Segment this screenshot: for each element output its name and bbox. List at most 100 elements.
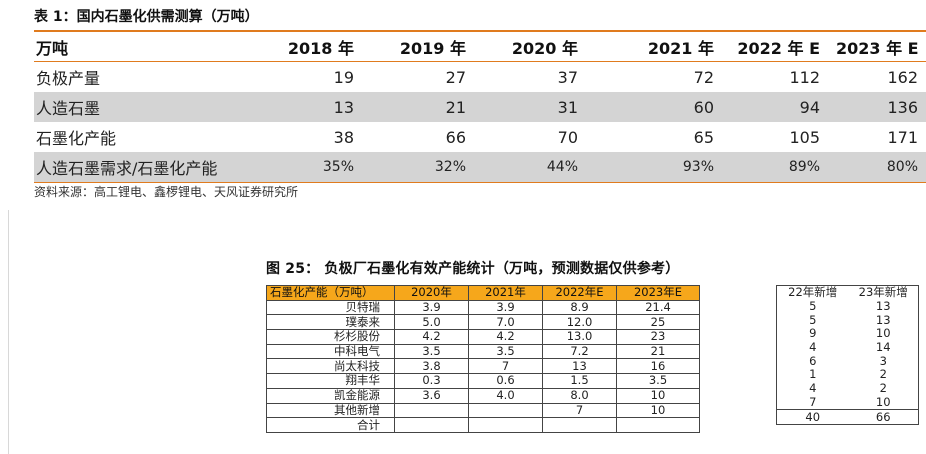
table-row: 中科电气 3.5 3.5 7.2 21 bbox=[266, 343, 700, 360]
source-note: 资料来源：高工锂电、鑫椤锂电、天风证券研究所 bbox=[34, 185, 299, 199]
company-name: 璞泰来 bbox=[266, 314, 395, 331]
table-cell: 25 bbox=[616, 314, 700, 331]
table-cell: 3.9 bbox=[468, 299, 543, 316]
table-row: 其他新增 7 10 bbox=[266, 402, 700, 419]
table-cell: 9 bbox=[809, 326, 817, 341]
table-cell bbox=[394, 417, 469, 433]
table-row: 负极产量 19 27 37 72 112 162 bbox=[34, 62, 926, 93]
table-cell: 66 bbox=[445, 127, 466, 147]
table1-caption: 表 1：国内石墨化供需测算（万吨） bbox=[34, 9, 259, 25]
table-row: 4 14 bbox=[777, 341, 919, 355]
company-name: 其他新增 bbox=[266, 402, 395, 419]
row-label: 石墨化产能 bbox=[36, 129, 117, 148]
table-cell: 1.5 bbox=[542, 373, 617, 389]
capacity-increment-table: 22年新增 23年新增 5 13 5 13 9 10 4 14 6 3 1 2 bbox=[776, 285, 919, 425]
table-cell: 70 bbox=[557, 127, 578, 147]
row-label: 人造石墨 bbox=[34, 92, 258, 122]
column-header: 2023 年 E bbox=[828, 30, 926, 62]
table-cell: 66 bbox=[848, 409, 919, 425]
table-cell: 32% bbox=[362, 152, 474, 183]
row-label: 负极产量 bbox=[36, 69, 101, 88]
table-cell: 80% bbox=[828, 152, 926, 183]
table-cell: 94 bbox=[722, 92, 828, 122]
table-cell: 12.0 bbox=[542, 314, 617, 331]
table-row: 人造石墨 13 21 31 60 94 136 bbox=[34, 92, 926, 122]
table-row: 人造石墨需求/石墨化产能 35% 32% 44% 93% 89% 80% bbox=[34, 152, 926, 183]
table-cell: 1 bbox=[809, 367, 817, 382]
row-label: 人造石墨需求/石墨化产能 bbox=[34, 152, 258, 183]
table-cell: 14 bbox=[875, 340, 891, 355]
table-cell: 3 bbox=[879, 353, 887, 368]
table-row: 5 13 bbox=[777, 300, 919, 314]
table-cell: 65 bbox=[693, 127, 714, 147]
table-row: 尚太科技 3.8 7 13 16 bbox=[266, 358, 700, 375]
figure25-caption: 图 25： 负极厂石墨化有效产能统计（万吨，预测数据仅供参考） bbox=[266, 261, 680, 277]
table-cell: 13.0 bbox=[542, 329, 617, 345]
table-row: 杉杉股份 4.2 4.2 13.0 23 bbox=[266, 329, 700, 345]
table-cell: 13 bbox=[258, 92, 362, 122]
table-cell: 112 bbox=[789, 67, 820, 87]
table-header-row: 万吨 2018 年 2019 年 2020 年 2021 年 2022 年 E … bbox=[34, 30, 926, 62]
table-header-row: 22年新增 23年新增 bbox=[777, 286, 919, 300]
table-cell: 4 bbox=[809, 381, 817, 396]
table-cell: 21 bbox=[362, 92, 474, 122]
table-row: 7 10 bbox=[777, 394, 919, 410]
table-cell: 3.5 bbox=[468, 343, 543, 360]
company-name: 杉杉股份 bbox=[266, 329, 395, 345]
table-cell: 89% bbox=[722, 152, 828, 183]
table-cell: 27 bbox=[445, 67, 466, 87]
table-cell: 10 bbox=[616, 402, 700, 419]
table-cell: 3.5 bbox=[616, 373, 700, 389]
table-cell: 8.0 bbox=[542, 387, 617, 404]
table-cell: 3.6 bbox=[394, 387, 469, 404]
company-name: 贝特瑞 bbox=[266, 299, 395, 316]
table-cell: 4 bbox=[809, 340, 817, 355]
page-margin-rule bbox=[8, 210, 9, 454]
table-cell: 0.3 bbox=[394, 373, 469, 389]
table-cell bbox=[542, 417, 617, 433]
table-cell: 5 bbox=[809, 312, 817, 327]
company-name: 翔丰华 bbox=[266, 373, 395, 389]
table-cell: 5 bbox=[809, 299, 817, 314]
table-row: 凯金能源 3.6 4.0 8.0 10 bbox=[266, 387, 700, 404]
table-row: 翔丰华 0.3 0.6 1.5 3.5 bbox=[266, 373, 700, 389]
column-header: 2022年E bbox=[542, 285, 617, 301]
table-cell bbox=[468, 402, 543, 419]
table-cell: 7 bbox=[542, 402, 617, 419]
table-cell: 171 bbox=[887, 127, 918, 147]
table-cell: 10 bbox=[875, 394, 891, 409]
table-cell: 7 bbox=[468, 358, 543, 375]
table-cell: 40 bbox=[776, 409, 849, 425]
column-header: 石墨化产能（万吨） bbox=[266, 285, 395, 301]
table-cell bbox=[394, 402, 469, 419]
table-cell: 136 bbox=[828, 92, 926, 122]
table-row: 1 2 bbox=[777, 368, 919, 382]
table-cell: 4.2 bbox=[394, 329, 469, 345]
table-cell: 21 bbox=[616, 343, 700, 360]
table-cell: 4.2 bbox=[468, 329, 543, 345]
table-cell: 0.6 bbox=[468, 373, 543, 389]
table-row: 9 10 bbox=[777, 327, 919, 341]
column-header: 2022 年 E bbox=[722, 30, 828, 62]
table-cell: 44% bbox=[474, 152, 586, 183]
table-cell: 38 bbox=[333, 127, 354, 147]
column-header: 2021 年 bbox=[586, 30, 722, 62]
table-cell: 8.9 bbox=[542, 299, 617, 316]
table-cell: 37 bbox=[557, 67, 578, 87]
table-cell: 3.8 bbox=[394, 358, 469, 375]
table-row: 石墨化产能 38 66 70 65 105 171 bbox=[34, 122, 926, 152]
table-cell: 31 bbox=[474, 92, 586, 122]
table-cell: 7.0 bbox=[468, 314, 543, 331]
table-row: 6 3 bbox=[777, 354, 919, 368]
column-header: 2020 年 bbox=[474, 30, 586, 62]
table-cell: 21.4 bbox=[616, 299, 700, 316]
company-name: 凯金能源 bbox=[266, 387, 395, 404]
table-row: 璞泰来 5.0 7.0 12.0 25 bbox=[266, 314, 700, 331]
graphitization-capacity-table: 石墨化产能（万吨） 2020年 2021年 2022年E 2023年E 贝特瑞 … bbox=[266, 285, 700, 433]
table-row: 合计 bbox=[266, 417, 700, 433]
table-cell: 13 bbox=[875, 312, 891, 327]
table-cell: 13 bbox=[875, 299, 891, 314]
table-cell: 2 bbox=[879, 381, 887, 396]
table-cell: 93% bbox=[586, 152, 722, 183]
table-cell: 4.0 bbox=[468, 387, 543, 404]
